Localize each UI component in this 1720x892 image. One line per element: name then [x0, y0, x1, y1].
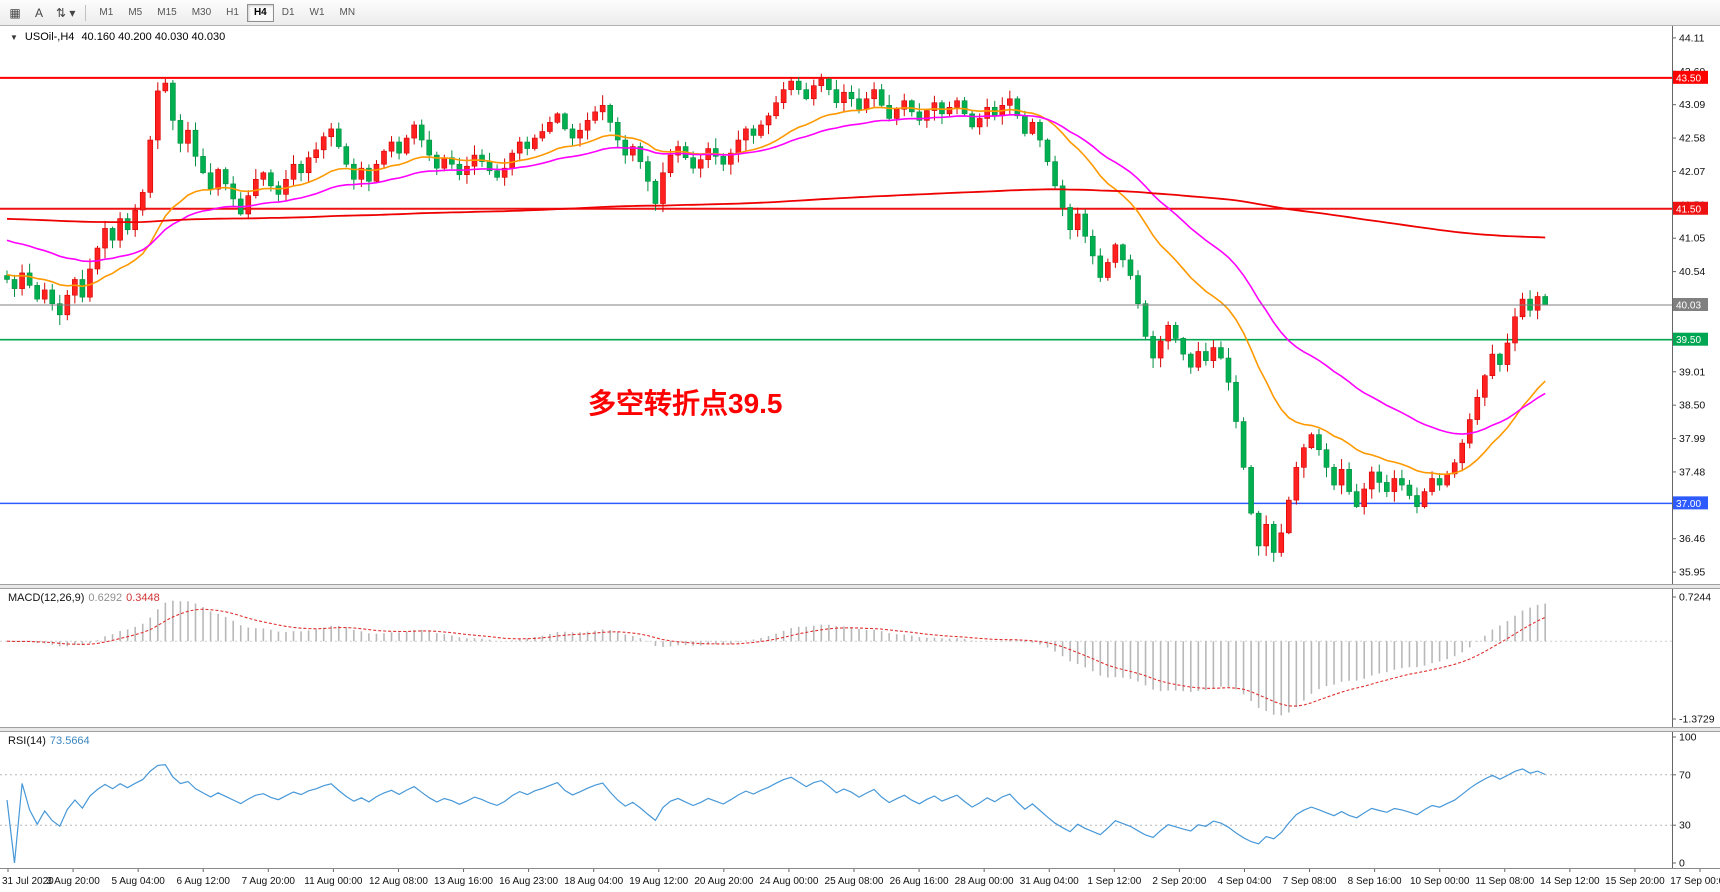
toolbar-tools: ▦ A ⇅ ▾ — [4, 3, 79, 23]
svg-text:19 Aug 12:00: 19 Aug 12:00 — [629, 876, 688, 887]
toolbar-separator — [85, 4, 87, 21]
svg-text:7 Sep 08:00: 7 Sep 08:00 — [1283, 876, 1337, 887]
svg-text:16 Aug 23:00: 16 Aug 23:00 — [499, 876, 558, 887]
rsi-line — [6, 763, 1546, 864]
svg-text:41.50: 41.50 — [1676, 204, 1701, 215]
macd-signal-value: 0.3448 — [126, 592, 160, 604]
svg-text:20 Aug 20:00: 20 Aug 20:00 — [694, 876, 753, 887]
svg-text:26 Aug 16:00: 26 Aug 16:00 — [890, 876, 949, 887]
svg-text:42.58: 42.58 — [1679, 133, 1705, 145]
svg-text:15 Sep 20:00: 15 Sep 20:00 — [1605, 876, 1665, 887]
svg-text:1 Sep 12:00: 1 Sep 12:00 — [1087, 876, 1141, 887]
svg-text:41.05: 41.05 — [1679, 233, 1705, 245]
rsi-name: RSI(14) — [8, 735, 46, 747]
symbol-period-label: USOil-,H4 — [24, 31, 75, 43]
svg-text:24 Aug 00:00: 24 Aug 00:00 — [759, 876, 818, 887]
macd-histogram — [13, 600, 1546, 716]
svg-text:12 Aug 08:00: 12 Aug 08:00 — [369, 876, 428, 887]
svg-text:36.46: 36.46 — [1679, 533, 1705, 545]
toolbar: ▦ A ⇅ ▾ M1 M5 M15 M30 H1 H4 D1 W1 MN — [0, 0, 1720, 26]
chart-window: 44.1143.6043.0942.5842.0741.5641.0540.54… — [0, 26, 1720, 892]
mid-ma-line — [6, 114, 1546, 435]
timeframe-m5-button[interactable]: M5 — [128, 7, 143, 18]
svg-text:11 Aug 00:00: 11 Aug 00:00 — [304, 876, 363, 887]
timeframe-group: M1 M5 M15 M30 H1 H4 D1 W1 MN — [92, 3, 362, 22]
ohlc-values: 40.160 40.200 40.030 40.030 — [81, 31, 226, 43]
svg-text:43.50: 43.50 — [1676, 73, 1701, 84]
svg-text:14 Sep 12:00: 14 Sep 12:00 — [1540, 876, 1600, 887]
main-chart-pane: 44.1143.6043.0942.5842.0741.5641.0540.54… — [0, 26, 1720, 584]
svg-text:6 Aug 12:00: 6 Aug 12:00 — [177, 876, 231, 887]
rsi-value: 73.5664 — [49, 735, 90, 747]
pane-divider[interactable] — [0, 584, 1720, 589]
svg-text:5 Aug 04:00: 5 Aug 04:00 — [111, 876, 165, 887]
svg-text:44.11: 44.11 — [1679, 32, 1705, 44]
svg-text:37.00: 37.00 — [1676, 499, 1701, 510]
svg-text:25 Aug 08:00: 25 Aug 08:00 — [825, 876, 884, 887]
svg-text:40.03: 40.03 — [1676, 301, 1701, 312]
svg-text:13 Aug 16:00: 13 Aug 16:00 — [434, 876, 493, 887]
svg-text:18 Aug 04:00: 18 Aug 04:00 — [564, 876, 623, 887]
macd-signal-line — [6, 608, 1546, 707]
chart-type-icon[interactable]: ▦ — [9, 5, 21, 20]
chart-symbol-title: ▼ USOil-,H4 40.160 40.200 40.030 40.030 — [10, 31, 225, 43]
svg-text:4 Sep 04:00: 4 Sep 04:00 — [1217, 876, 1271, 887]
macd-canvas[interactable]: 0.7244 -1.3729 — [0, 589, 1720, 727]
slow-ma-line — [6, 188, 1546, 239]
timeframe-m1-button[interactable]: M1 — [99, 7, 114, 18]
timeframe-d1-button[interactable]: D1 — [281, 7, 295, 18]
macd-name: MACD(12,26,9) — [8, 592, 85, 604]
timeframe-m30-button[interactable]: M30 — [191, 7, 212, 18]
collapse-triangle-icon[interactable]: ▼ — [10, 32, 18, 42]
svg-text:17 Sep 00:00: 17 Sep 00:00 — [1670, 876, 1720, 887]
svg-text:42.07: 42.07 — [1679, 166, 1705, 178]
svg-text:37.48: 37.48 — [1679, 466, 1705, 478]
time-axis[interactable]: 31 Jul 2020 3 Aug 20:00 5 Aug 04:00 6 Aug 1… — [0, 868, 1720, 892]
svg-text:7 Aug 20:00: 7 Aug 20:00 — [242, 876, 296, 887]
chart-annotation-text[interactable]: 多空转折点39.5 — [588, 388, 783, 419]
svg-text:39.50: 39.50 — [1676, 335, 1701, 346]
svg-text:38.50: 38.50 — [1679, 400, 1705, 412]
rsi-pane: 100 70 30 0 RSI(14) 73.5664 — [0, 732, 1720, 868]
svg-text:43.09: 43.09 — [1679, 99, 1705, 111]
moving-averages — [6, 106, 1546, 476]
timeframe-m15-button[interactable]: M15 — [157, 7, 177, 18]
rsi-label: RSI(14) 73.5664 — [8, 735, 90, 747]
annotate-letter-a[interactable]: A — [34, 5, 43, 20]
macd-pane: 0.7244 -1.3729 MACD(12,26,9) 0.6292 0.3448 — [0, 589, 1720, 727]
timeframe-h4-button[interactable]: H4 — [246, 3, 274, 22]
svg-text:3 Aug 20:00: 3 Aug 20:00 — [46, 876, 100, 887]
svg-text:40.54: 40.54 — [1679, 266, 1705, 278]
svg-text:70: 70 — [1679, 769, 1691, 781]
svg-text:28 Aug 00:00: 28 Aug 00:00 — [955, 876, 1014, 887]
svg-text:30: 30 — [1679, 820, 1691, 832]
price-scale: 44.1143.6043.0942.5842.0741.5641.0540.54… — [1672, 26, 1708, 584]
svg-text:2 Sep 20:00: 2 Sep 20:00 — [1152, 876, 1206, 887]
timeframe-mn-button[interactable]: MN — [339, 7, 356, 18]
svg-text:0: 0 — [1679, 858, 1685, 869]
svg-text:31 Jul 2020: 31 Jul 2020 — [2, 876, 54, 887]
svg-text:8 Sep 16:00: 8 Sep 16:00 — [1348, 876, 1402, 887]
main-chart-canvas[interactable]: 44.1143.6043.0942.5842.0741.5641.0540.54… — [0, 26, 1720, 584]
svg-text:31 Aug 04:00: 31 Aug 04:00 — [1020, 876, 1079, 887]
pane-divider[interactable] — [0, 727, 1720, 732]
macd-main-value: 0.6292 — [88, 592, 123, 604]
timeframe-w1-button[interactable]: W1 — [309, 7, 325, 18]
svg-text:-1.3729: -1.3729 — [1679, 714, 1715, 726]
macd-label: MACD(12,26,9) 0.6292 0.3448 — [8, 592, 160, 604]
timeframe-h1-button[interactable]: H1 — [226, 7, 239, 18]
fast-ma-line — [6, 106, 1546, 476]
svg-text:11 Sep 08:00: 11 Sep 08:00 — [1475, 876, 1534, 887]
svg-text:10 Sep 00:00: 10 Sep 00:00 — [1410, 876, 1470, 887]
svg-text:100: 100 — [1679, 732, 1697, 744]
level-lines — [0, 76, 1672, 505]
indicator-arrows-icon[interactable]: ⇅ ▾ — [56, 5, 76, 20]
svg-text:35.95: 35.95 — [1679, 567, 1705, 579]
rsi-canvas[interactable]: 100 70 30 0 — [0, 732, 1720, 868]
svg-text:0.7244: 0.7244 — [1679, 592, 1711, 604]
svg-text:37.99: 37.99 — [1679, 433, 1705, 445]
svg-text:39.01: 39.01 — [1679, 366, 1705, 378]
